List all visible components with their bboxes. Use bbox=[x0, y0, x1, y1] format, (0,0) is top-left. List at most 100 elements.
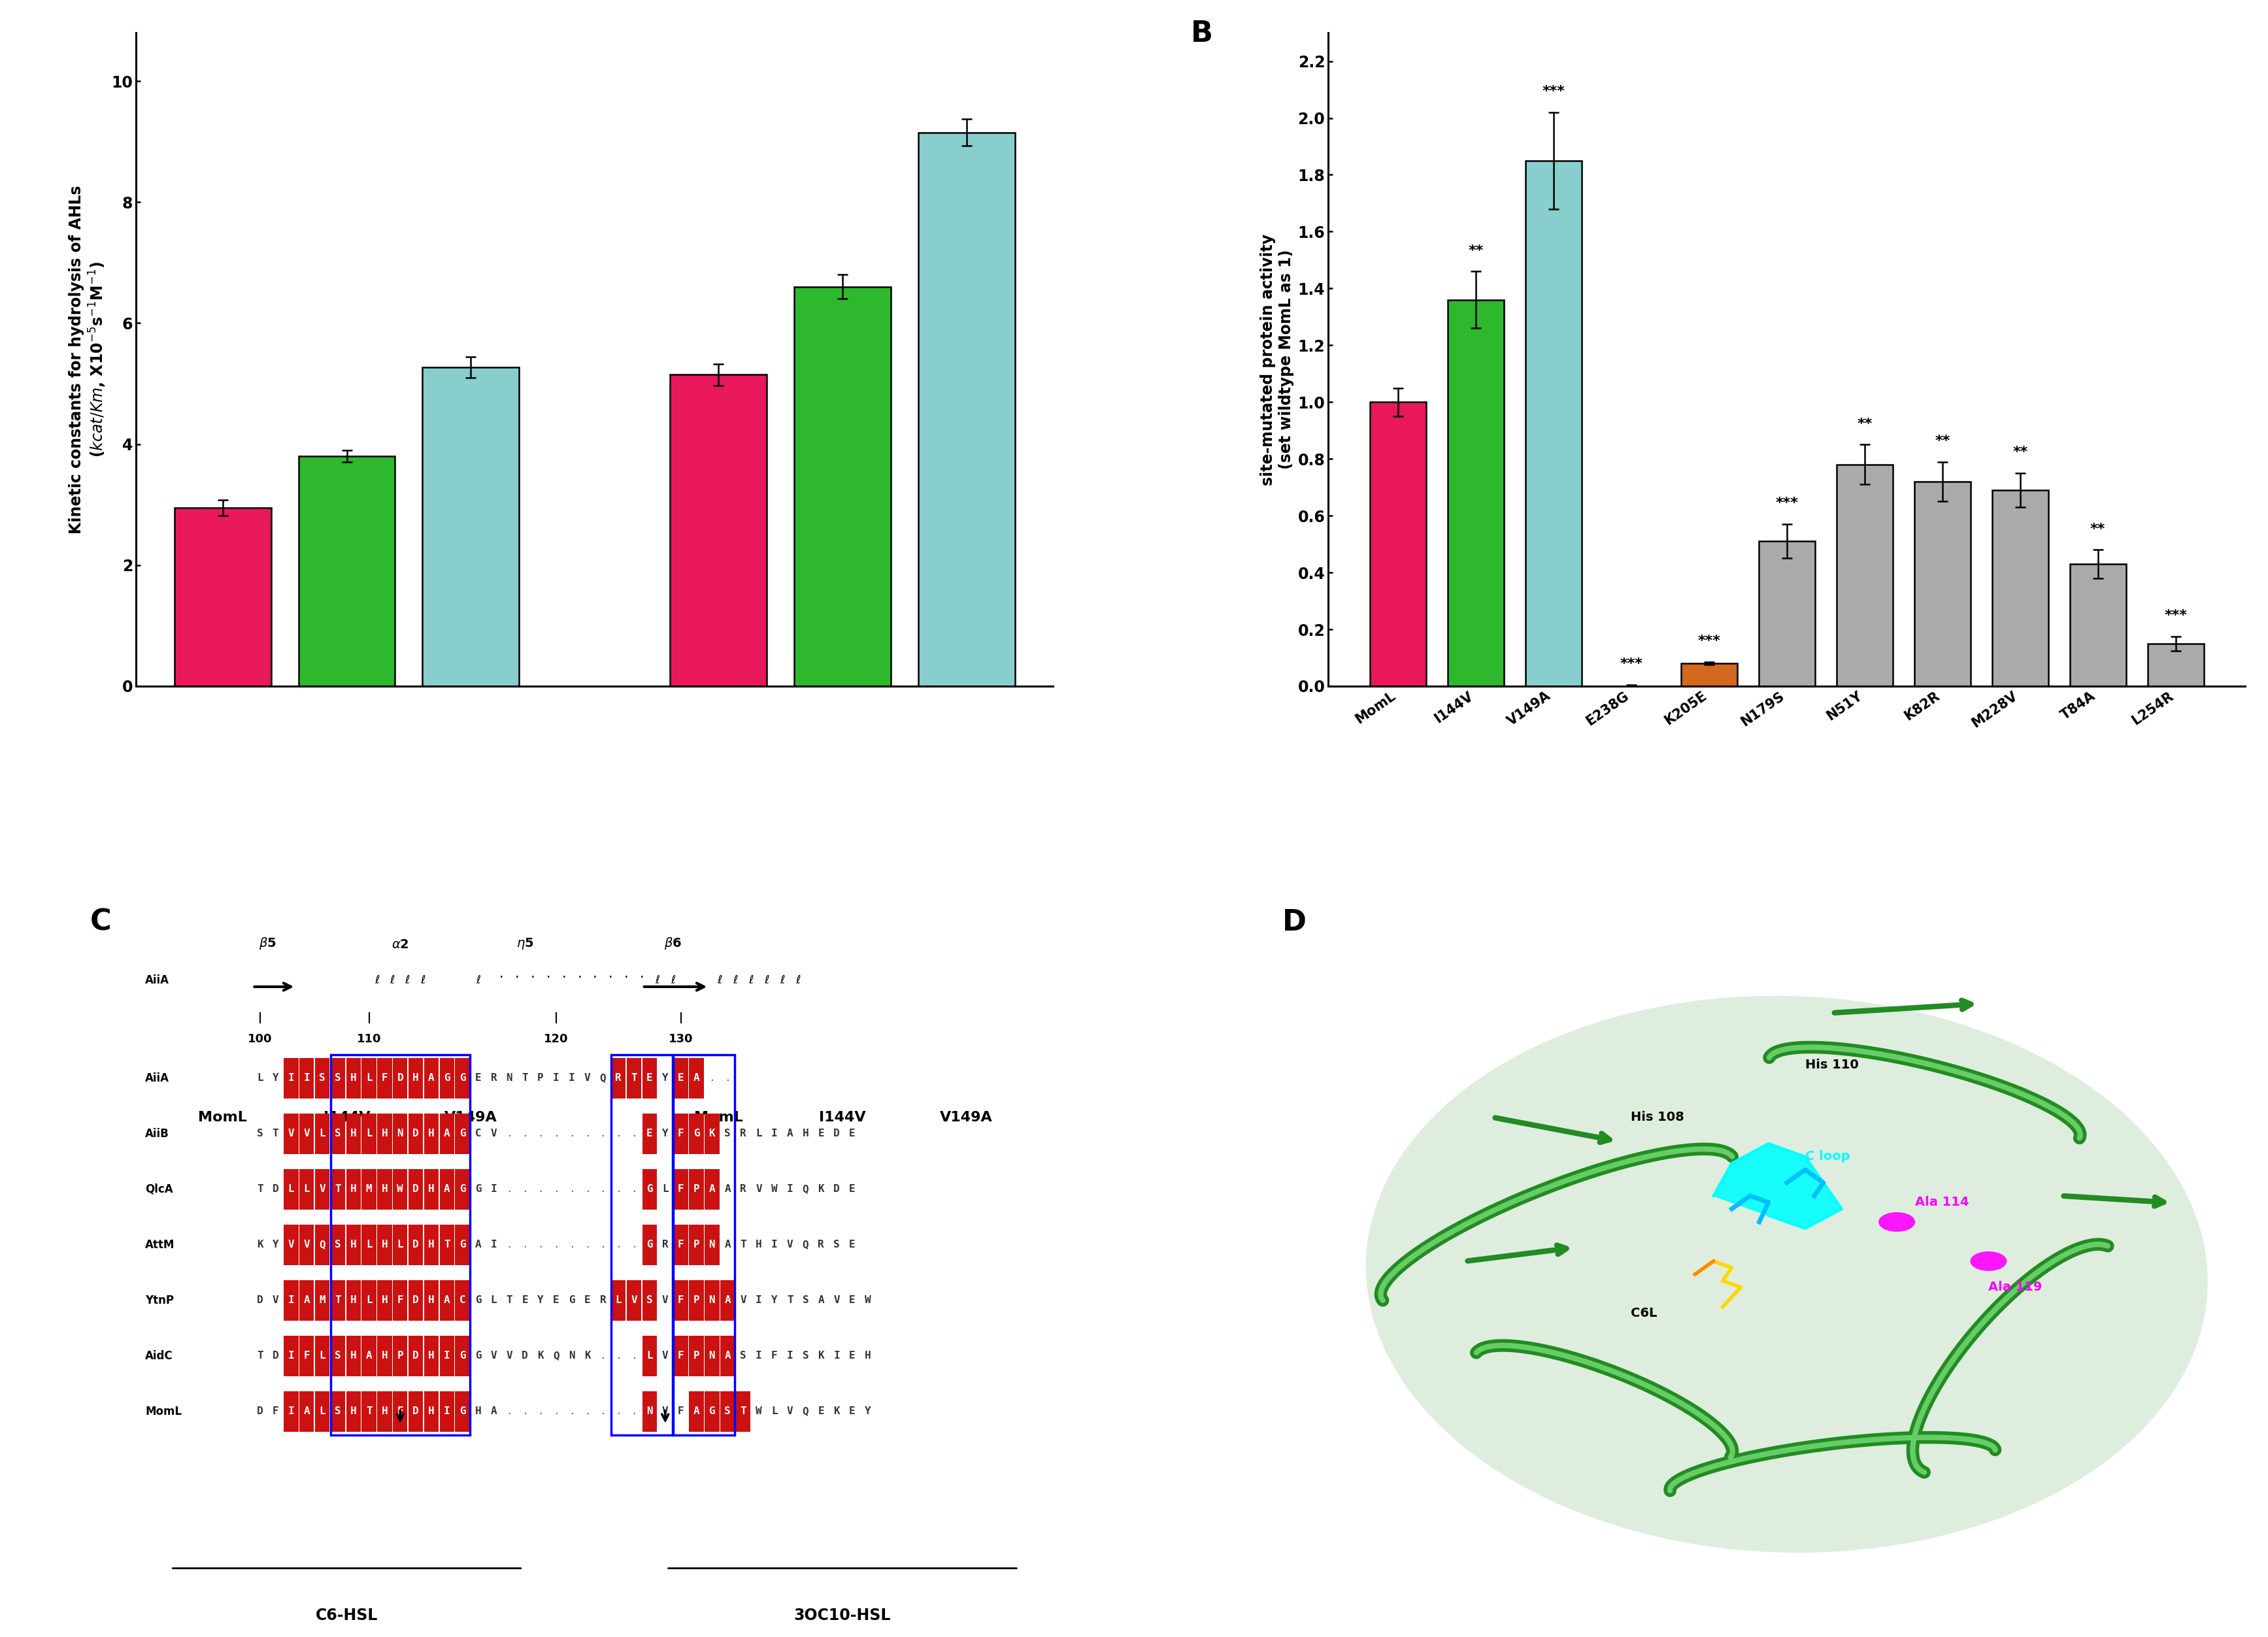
Text: .: . bbox=[631, 1239, 637, 1249]
Bar bbox=[299, 1391, 313, 1432]
Text: C6-HSL: C6-HSL bbox=[315, 1608, 379, 1624]
Text: S: S bbox=[646, 1295, 653, 1305]
Text: G: G bbox=[474, 1185, 481, 1195]
Bar bbox=[642, 1058, 658, 1098]
Text: D: D bbox=[413, 1130, 420, 1139]
Text: S: S bbox=[336, 1074, 340, 1084]
Bar bbox=[440, 1224, 454, 1265]
Text: F: F bbox=[397, 1406, 404, 1416]
Text: R: R bbox=[615, 1074, 621, 1084]
Text: G: G bbox=[460, 1074, 465, 1084]
Text: L: L bbox=[365, 1130, 372, 1139]
Ellipse shape bbox=[1878, 1211, 1914, 1231]
Text: AidC: AidC bbox=[145, 1351, 172, 1362]
Text: .: . bbox=[723, 1074, 730, 1084]
Bar bbox=[2148, 643, 2204, 686]
Bar bbox=[456, 1280, 469, 1321]
Text: $\eta$5: $\eta$5 bbox=[517, 936, 533, 951]
Y-axis label: Kinetic constants for hydrolysis of AHLs
($kcat/Km$, X10$^{-5}$s$^{-1}$M$^{-1}$): Kinetic constants for hydrolysis of AHLs… bbox=[68, 185, 109, 534]
Bar bbox=[376, 1058, 392, 1098]
Text: D: D bbox=[1281, 909, 1306, 936]
Bar bbox=[440, 1169, 454, 1210]
Bar bbox=[2071, 565, 2125, 686]
Text: F: F bbox=[678, 1351, 685, 1360]
Bar bbox=[284, 1058, 299, 1098]
Text: H: H bbox=[429, 1351, 435, 1360]
Bar bbox=[721, 1280, 735, 1321]
Bar bbox=[642, 1336, 658, 1377]
Text: .: . bbox=[515, 967, 519, 981]
Bar bbox=[331, 1280, 345, 1321]
Text: G: G bbox=[460, 1185, 465, 1195]
Text: G: G bbox=[646, 1185, 653, 1195]
Text: ***: *** bbox=[1699, 635, 1721, 648]
Bar bbox=[408, 1336, 424, 1377]
Text: E: E bbox=[848, 1406, 855, 1416]
Text: R: R bbox=[819, 1239, 823, 1249]
Bar bbox=[456, 1113, 469, 1154]
Bar bbox=[456, 1391, 469, 1432]
Text: Q: Q bbox=[553, 1351, 560, 1360]
Text: I: I bbox=[553, 1074, 560, 1084]
Text: I: I bbox=[445, 1406, 449, 1416]
Bar bbox=[456, 1336, 469, 1377]
Text: H: H bbox=[429, 1406, 435, 1416]
Text: .: . bbox=[585, 1239, 590, 1249]
Text: A: A bbox=[723, 1351, 730, 1360]
Text: I: I bbox=[787, 1351, 794, 1360]
Text: C loop: C loop bbox=[1805, 1151, 1851, 1162]
Text: 130: 130 bbox=[669, 1033, 694, 1044]
Text: 3OC10-HSL: 3OC10-HSL bbox=[794, 1608, 891, 1624]
Text: Y: Y bbox=[662, 1130, 669, 1139]
Text: I: I bbox=[288, 1074, 295, 1084]
Text: .: . bbox=[569, 1406, 574, 1416]
Text: A: A bbox=[710, 1185, 714, 1195]
Text: H: H bbox=[381, 1130, 388, 1139]
Text: .: . bbox=[538, 1239, 544, 1249]
Text: I: I bbox=[569, 1074, 574, 1084]
Text: .: . bbox=[631, 1406, 637, 1416]
Bar bbox=[408, 1113, 424, 1154]
Text: L: L bbox=[662, 1185, 669, 1195]
Text: K: K bbox=[835, 1406, 839, 1416]
Text: D: D bbox=[413, 1406, 420, 1416]
Bar bbox=[347, 1113, 361, 1154]
Text: F: F bbox=[397, 1295, 404, 1305]
Text: 100: 100 bbox=[247, 1033, 272, 1044]
Bar bbox=[392, 1113, 408, 1154]
Text: L: L bbox=[256, 1074, 263, 1084]
Bar bbox=[440, 1391, 454, 1432]
Text: E: E bbox=[522, 1295, 528, 1305]
Text: Q: Q bbox=[803, 1185, 810, 1195]
Bar bbox=[642, 1280, 658, 1321]
Text: I: I bbox=[755, 1351, 762, 1360]
Text: L: L bbox=[320, 1406, 324, 1416]
Bar bbox=[284, 1169, 299, 1210]
Text: T: T bbox=[739, 1239, 746, 1249]
Text: G: G bbox=[460, 1239, 465, 1249]
Bar bbox=[721, 1336, 735, 1377]
Text: **: ** bbox=[1935, 434, 1950, 447]
Bar bbox=[392, 1336, 408, 1377]
Text: H: H bbox=[381, 1406, 388, 1416]
Text: V: V bbox=[662, 1351, 669, 1360]
Bar bbox=[299, 1336, 313, 1377]
Bar bbox=[284, 1224, 299, 1265]
Bar bbox=[347, 1224, 361, 1265]
Text: .: . bbox=[538, 1406, 544, 1416]
Bar bbox=[919, 133, 1014, 686]
Text: T: T bbox=[631, 1074, 637, 1084]
Bar bbox=[424, 1058, 438, 1098]
Text: .: . bbox=[553, 1185, 560, 1195]
Text: P: P bbox=[397, 1351, 404, 1360]
Text: S: S bbox=[320, 1074, 324, 1084]
Text: Q: Q bbox=[599, 1074, 606, 1084]
Text: H: H bbox=[349, 1239, 356, 1249]
Text: K: K bbox=[819, 1185, 823, 1195]
Text: E: E bbox=[848, 1295, 855, 1305]
Bar bbox=[424, 1169, 438, 1210]
Bar bbox=[284, 1336, 299, 1377]
Text: ℓ: ℓ bbox=[390, 974, 395, 985]
Text: .: . bbox=[522, 1406, 528, 1416]
Bar bbox=[642, 1113, 658, 1154]
